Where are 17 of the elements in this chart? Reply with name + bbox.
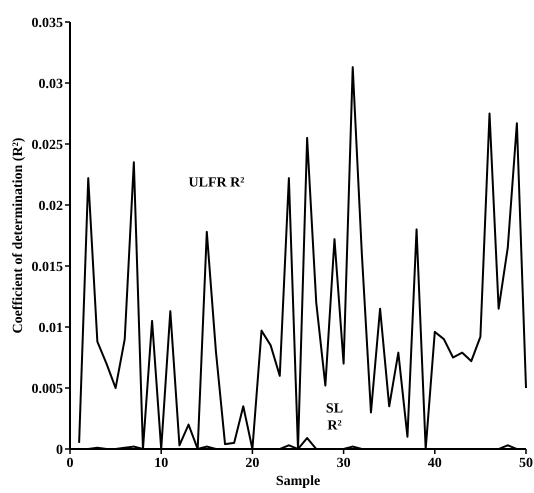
x-tick-label: 20: [245, 456, 260, 471]
y-tick-label: 0.035: [32, 16, 63, 31]
y-tick-label: 0.025: [32, 138, 63, 153]
x-tick-label: 50: [519, 456, 533, 471]
annotation: SL R$^{2}$: [326, 401, 344, 434]
y-tick-label: 0.005: [32, 382, 63, 397]
x-tick-label: 0: [66, 456, 74, 471]
y-tick-label: 0.015: [32, 260, 63, 275]
x-tick-label: 40: [428, 456, 442, 471]
annotation: ULFR R$^{2}$: [188, 175, 244, 191]
x-tick-label: 10: [154, 456, 168, 471]
y-tick-label: 0.01: [38, 320, 63, 336]
x-tick-label: 30: [336, 456, 351, 471]
x-axis-title: Sample: [276, 474, 320, 489]
y-tick-label: 0.02: [38, 198, 63, 214]
y-tick-label: 0.03: [38, 76, 63, 92]
y-tick-label: 0: [56, 442, 63, 458]
